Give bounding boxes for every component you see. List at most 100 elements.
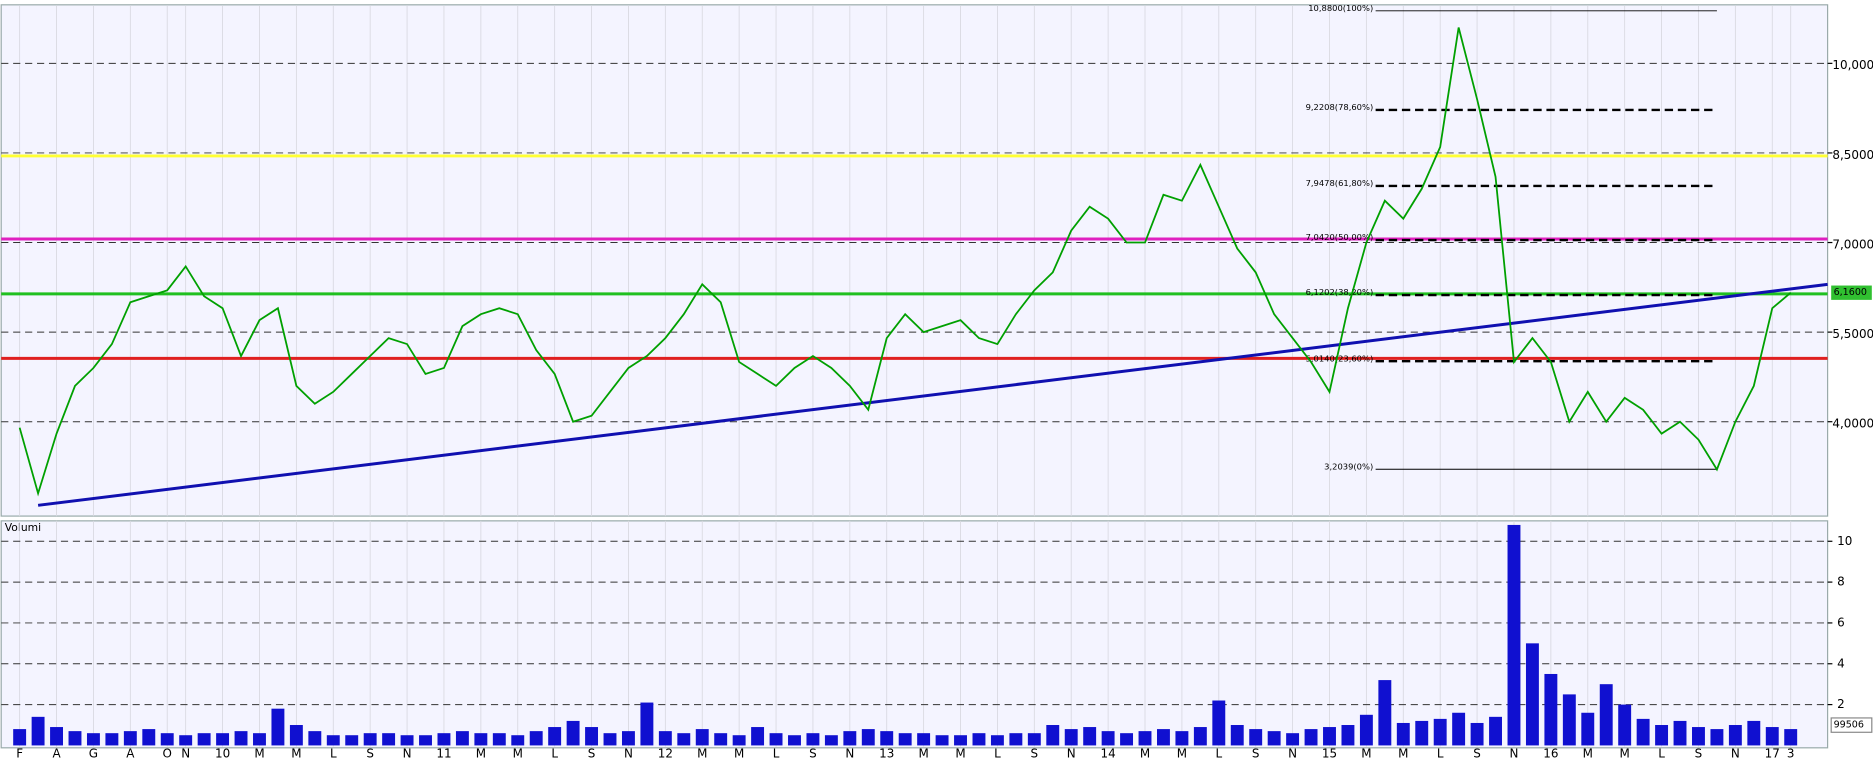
volume-bar bbox=[1489, 716, 1502, 746]
x-tick-label: 16 bbox=[1543, 746, 1558, 760]
x-tick-label: 13 bbox=[879, 746, 894, 760]
x-tick-label: 17 bbox=[1765, 746, 1780, 760]
volume-bar bbox=[1009, 733, 1023, 746]
x-tick-label: L bbox=[1658, 746, 1665, 760]
volume-bar bbox=[658, 731, 672, 746]
fibonacci-label: 7,9478(61,80%) bbox=[1306, 178, 1374, 188]
volume-bar bbox=[1359, 714, 1373, 746]
volume-bar bbox=[751, 727, 765, 746]
x-tick-label: M bbox=[254, 746, 264, 760]
volume-bar bbox=[363, 733, 377, 746]
volume-bar bbox=[1101, 731, 1115, 746]
price-line bbox=[18, 27, 1792, 497]
y-tick-label: 7,0000 bbox=[1832, 237, 1873, 251]
volume-bar bbox=[1415, 720, 1429, 746]
volume-bar bbox=[917, 733, 931, 746]
y-tick-label: 8 bbox=[1837, 575, 1845, 589]
fibonacci-label: 5,0140(23,60%) bbox=[1306, 353, 1374, 363]
x-tick-label: 3 bbox=[1787, 746, 1795, 760]
x-tick-label: M bbox=[1177, 746, 1187, 760]
volume-bar bbox=[1562, 694, 1576, 746]
volume-bar bbox=[1784, 729, 1798, 746]
volume-bar bbox=[1378, 680, 1392, 746]
x-tick-label: S bbox=[809, 746, 817, 760]
x-tick-label: A bbox=[126, 746, 135, 760]
volume-bar bbox=[806, 733, 820, 746]
volume-bar bbox=[1212, 700, 1226, 746]
volume-bar bbox=[714, 733, 728, 746]
volume-bar bbox=[529, 731, 543, 746]
x-tick-label: N bbox=[1731, 746, 1740, 760]
volume-bar bbox=[1120, 733, 1134, 746]
volume-bar bbox=[585, 727, 599, 746]
volume-bar bbox=[345, 735, 359, 746]
y-tick-label: 5,5000 bbox=[1832, 327, 1873, 341]
x-tick-label: M bbox=[918, 746, 928, 760]
volume-bar bbox=[1046, 725, 1060, 746]
volume-bar bbox=[1249, 729, 1263, 746]
volume-bar bbox=[1027, 733, 1041, 746]
volume-bar bbox=[695, 729, 709, 746]
volume-bar bbox=[677, 733, 691, 746]
volume-bar bbox=[1618, 704, 1632, 746]
y-tick-label: 10,0000 bbox=[1832, 58, 1873, 72]
x-tick-label: S bbox=[1695, 746, 1703, 760]
volume-bar bbox=[1433, 718, 1447, 746]
volume-bar bbox=[197, 733, 211, 746]
x-tick-label: M bbox=[1398, 746, 1408, 760]
x-tick-label: L bbox=[994, 746, 1001, 760]
volume-bar bbox=[954, 735, 967, 746]
x-tick-label: 14 bbox=[1101, 746, 1116, 760]
volume-bar bbox=[1286, 733, 1300, 746]
volume-bar bbox=[769, 733, 783, 746]
volume-bar bbox=[548, 727, 562, 746]
volume-bar bbox=[1673, 720, 1687, 746]
volume-bar bbox=[289, 725, 303, 746]
volume-bar bbox=[492, 733, 506, 746]
volume-bar bbox=[1581, 712, 1595, 746]
x-tick-label: L bbox=[330, 746, 337, 760]
fibonacci-label: 10,8800(100%) bbox=[1308, 3, 1373, 13]
fibonacci-label: 7,0420(50,00%) bbox=[1306, 232, 1374, 242]
volume-bar bbox=[1544, 673, 1558, 746]
volume-bar bbox=[972, 733, 986, 746]
volume-bar bbox=[1470, 722, 1484, 746]
volume-bar bbox=[1083, 727, 1097, 746]
volume-bar bbox=[1747, 720, 1761, 746]
volume-bar bbox=[1710, 729, 1724, 746]
volume-bar bbox=[566, 720, 580, 746]
volume-bar bbox=[142, 729, 156, 746]
x-tick-label: N bbox=[1510, 746, 1519, 760]
volume-bar bbox=[1728, 725, 1742, 746]
volume-bar bbox=[1157, 729, 1170, 746]
y-tick-label: 6 bbox=[1837, 615, 1845, 629]
volume-bar bbox=[1064, 729, 1078, 746]
x-tick-label: 10 bbox=[215, 746, 230, 760]
volume-bar bbox=[160, 733, 174, 746]
x-tick-label: A bbox=[52, 746, 61, 760]
volume-bar bbox=[326, 735, 340, 746]
x-tick-label: N bbox=[624, 746, 633, 760]
volume-bar bbox=[253, 733, 266, 746]
volume-bar bbox=[935, 735, 949, 746]
x-tick-label: S bbox=[366, 746, 374, 760]
volume-bar bbox=[788, 735, 801, 746]
x-tick-label: 11 bbox=[436, 746, 451, 760]
x-tick-label: M bbox=[955, 746, 965, 760]
volume-bar bbox=[1323, 727, 1336, 746]
volume-title: Volumi bbox=[5, 521, 41, 534]
x-tick-label: F bbox=[16, 746, 23, 760]
volume-bar bbox=[271, 708, 285, 746]
last-price-label: 6,1600 bbox=[1834, 287, 1867, 298]
volume-bar bbox=[308, 731, 322, 746]
y-tick-label: 2 bbox=[1837, 697, 1845, 711]
volume-bar bbox=[1396, 722, 1410, 746]
x-tick-label: O bbox=[163, 746, 172, 760]
volume-bar bbox=[843, 731, 857, 746]
x-tick-label: S bbox=[1031, 746, 1039, 760]
volume-bar bbox=[400, 735, 414, 746]
x-tick-label: S bbox=[588, 746, 596, 760]
volume-bar bbox=[234, 731, 248, 746]
x-tick-label: M bbox=[1361, 746, 1371, 760]
